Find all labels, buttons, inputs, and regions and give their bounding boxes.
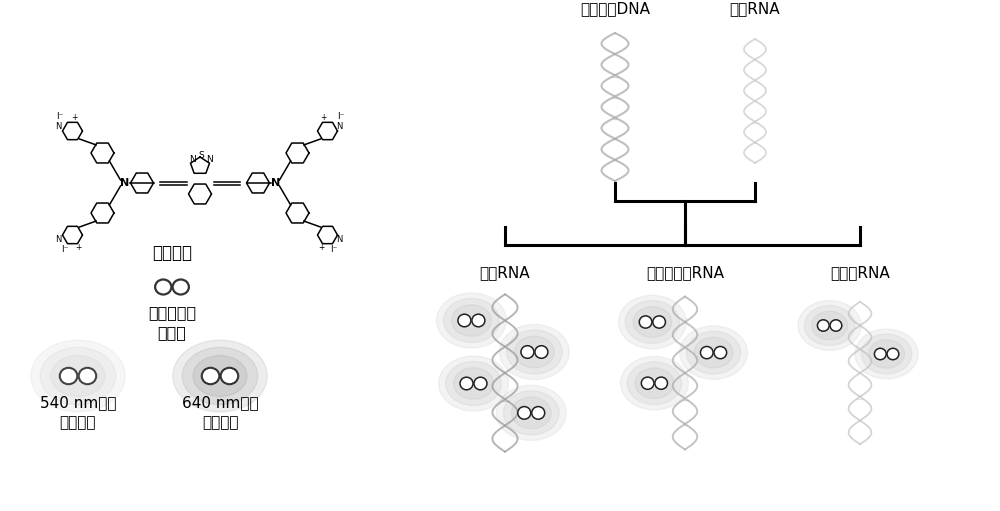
Ellipse shape bbox=[532, 407, 545, 419]
Text: I⁻: I⁻ bbox=[61, 245, 68, 254]
Ellipse shape bbox=[40, 347, 116, 405]
Text: 静电结合: 静电结合 bbox=[202, 415, 238, 430]
Ellipse shape bbox=[653, 316, 665, 328]
Ellipse shape bbox=[625, 300, 679, 343]
Ellipse shape bbox=[503, 391, 559, 435]
Text: I⁻: I⁻ bbox=[330, 245, 337, 254]
Text: N: N bbox=[336, 122, 343, 130]
Ellipse shape bbox=[79, 368, 96, 384]
Ellipse shape bbox=[182, 347, 258, 405]
Ellipse shape bbox=[686, 331, 741, 374]
Text: 沟槽结合: 沟槽结合 bbox=[60, 415, 96, 430]
Ellipse shape bbox=[221, 368, 238, 384]
Ellipse shape bbox=[655, 377, 667, 389]
Ellipse shape bbox=[620, 357, 688, 410]
Ellipse shape bbox=[51, 356, 105, 397]
Text: +: + bbox=[320, 113, 327, 122]
Ellipse shape bbox=[439, 356, 508, 411]
Ellipse shape bbox=[535, 346, 548, 358]
Ellipse shape bbox=[511, 397, 551, 429]
Ellipse shape bbox=[458, 314, 471, 327]
Ellipse shape bbox=[173, 280, 189, 294]
Ellipse shape bbox=[202, 368, 219, 384]
Ellipse shape bbox=[193, 356, 247, 397]
Ellipse shape bbox=[514, 336, 554, 368]
Text: S: S bbox=[198, 151, 204, 159]
Ellipse shape bbox=[639, 316, 652, 328]
Ellipse shape bbox=[474, 377, 487, 390]
Text: 式（一）: 式（一） bbox=[152, 244, 192, 262]
Text: 非目标RNA: 非目标RNA bbox=[830, 266, 890, 281]
Text: +: + bbox=[71, 113, 78, 122]
Text: 单碱基突变RNA: 单碱基突变RNA bbox=[646, 266, 724, 281]
Ellipse shape bbox=[869, 340, 905, 368]
Ellipse shape bbox=[680, 326, 747, 379]
Ellipse shape bbox=[887, 349, 899, 360]
Ellipse shape bbox=[874, 349, 886, 360]
Ellipse shape bbox=[472, 314, 485, 327]
Text: 单分子状态: 单分子状态 bbox=[148, 306, 196, 320]
Ellipse shape bbox=[173, 340, 267, 412]
Text: 不发光: 不发光 bbox=[158, 326, 186, 340]
Ellipse shape bbox=[861, 334, 912, 374]
Ellipse shape bbox=[798, 300, 861, 351]
Ellipse shape bbox=[817, 320, 829, 331]
Ellipse shape bbox=[618, 295, 686, 349]
Ellipse shape bbox=[446, 361, 501, 406]
Text: N: N bbox=[189, 155, 196, 164]
Ellipse shape bbox=[855, 329, 918, 379]
Ellipse shape bbox=[633, 307, 672, 337]
Ellipse shape bbox=[627, 362, 682, 405]
Ellipse shape bbox=[694, 337, 733, 368]
Text: 探针单链DNA: 探针单链DNA bbox=[580, 2, 650, 16]
Text: N: N bbox=[55, 122, 62, 130]
Ellipse shape bbox=[812, 311, 848, 340]
Ellipse shape bbox=[31, 340, 125, 412]
Ellipse shape bbox=[496, 385, 566, 440]
Text: 540 nm荧光: 540 nm荧光 bbox=[40, 396, 116, 410]
Text: I⁻: I⁻ bbox=[337, 112, 344, 121]
Text: N: N bbox=[271, 178, 280, 188]
Text: I⁻: I⁻ bbox=[56, 112, 63, 121]
Ellipse shape bbox=[460, 377, 473, 390]
Ellipse shape bbox=[714, 346, 727, 359]
Ellipse shape bbox=[436, 293, 506, 348]
Text: +: + bbox=[75, 243, 82, 251]
Ellipse shape bbox=[700, 346, 713, 359]
Text: 目标RNA: 目标RNA bbox=[480, 266, 530, 281]
Text: N: N bbox=[55, 235, 62, 244]
Ellipse shape bbox=[499, 324, 569, 380]
Text: N: N bbox=[120, 178, 129, 188]
Text: +: + bbox=[318, 243, 325, 251]
Ellipse shape bbox=[521, 346, 534, 358]
Ellipse shape bbox=[635, 368, 674, 399]
Ellipse shape bbox=[155, 280, 171, 294]
Ellipse shape bbox=[60, 368, 77, 384]
Ellipse shape bbox=[641, 377, 654, 389]
Ellipse shape bbox=[804, 306, 855, 345]
Ellipse shape bbox=[454, 368, 493, 399]
Ellipse shape bbox=[451, 305, 491, 336]
Text: 640 nm荧光: 640 nm荧光 bbox=[182, 396, 258, 410]
Ellipse shape bbox=[830, 320, 842, 331]
Ellipse shape bbox=[518, 407, 531, 419]
Text: 待测RNA: 待测RNA bbox=[730, 2, 780, 16]
Ellipse shape bbox=[506, 330, 562, 374]
Text: N: N bbox=[206, 155, 213, 164]
Ellipse shape bbox=[443, 298, 499, 342]
Text: N: N bbox=[336, 235, 343, 244]
